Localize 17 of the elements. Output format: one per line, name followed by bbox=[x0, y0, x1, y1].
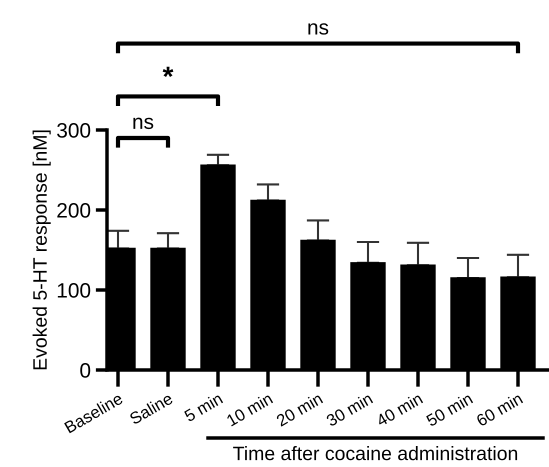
x-tick-label: 50 min bbox=[425, 392, 474, 427]
x-tick-label: Saline bbox=[128, 392, 174, 425]
text: ns bbox=[133, 118, 154, 130]
x-tick-label: 10 min bbox=[226, 392, 274, 427]
text: * bbox=[162, 66, 174, 78]
y-tick-label: 300 bbox=[57, 123, 90, 138]
x-tick-label: 20 min bbox=[275, 392, 324, 427]
y-tick-label: 200 bbox=[57, 203, 90, 218]
x-axis-title: Time after cocaine administration bbox=[233, 446, 518, 460]
x-tick-label: 40 min bbox=[375, 392, 424, 427]
y-axis-title: Evoked 5-HT response [nM] bbox=[32, 130, 51, 370]
y-tick-label: 0 bbox=[80, 363, 90, 378]
text: ns bbox=[308, 23, 328, 35]
x-tick-label: 60 min bbox=[475, 392, 524, 427]
y-tick-label: 100 bbox=[58, 283, 90, 298]
x-tick-label: 5 min bbox=[183, 392, 224, 422]
x-tick-label: 30 min bbox=[325, 392, 374, 427]
